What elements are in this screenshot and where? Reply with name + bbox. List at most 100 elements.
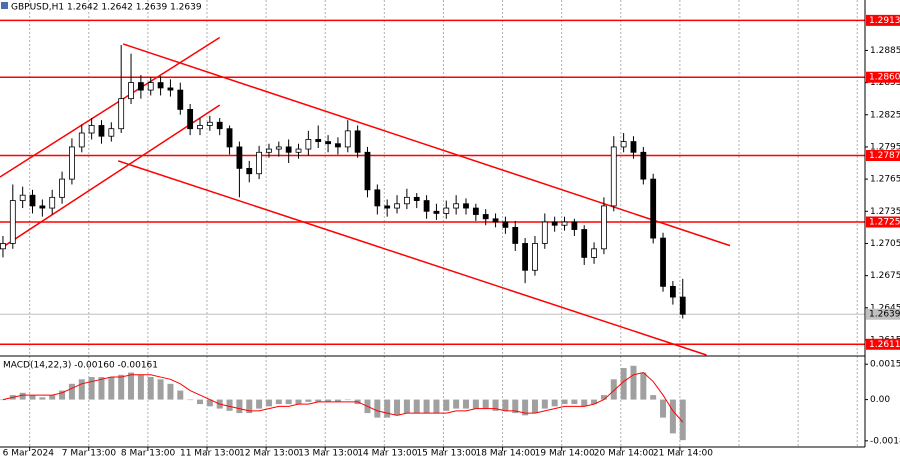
macd-bar: [423, 399, 430, 414]
macd-bar: [660, 399, 667, 418]
candle-body: [403, 196, 410, 205]
macd-bar: [561, 399, 568, 405]
macd-bar: [522, 399, 529, 416]
x-tick-label: 15 Mar 13:00: [416, 449, 476, 459]
macd-bar: [443, 399, 450, 411]
candle-body: [206, 121, 213, 126]
x-tick-label: 12 Mar 13:00: [239, 449, 299, 459]
candle-body: [551, 221, 558, 226]
x-tick-label: 21 Mar 14:00: [653, 449, 713, 459]
candle-body: [49, 196, 56, 209]
candle-body: [88, 125, 95, 134]
macd-bar: [147, 377, 154, 400]
candle-body: [610, 146, 617, 207]
macd-bar: [59, 390, 66, 400]
candle-body: [581, 229, 588, 258]
macd-bar: [669, 399, 676, 434]
macd-bar: [531, 399, 538, 414]
macd-y-tick-label: 0.00: [870, 395, 890, 405]
candle-body: [108, 128, 115, 137]
candle-body: [335, 143, 341, 148]
level-label-box: [866, 150, 900, 162]
candle-body: [157, 82, 164, 89]
level-label-box: [866, 71, 900, 83]
price-pane: [0, 19, 865, 356]
candle-body: [187, 108, 194, 130]
candle-body: [571, 221, 578, 230]
candle-body: [541, 221, 548, 244]
candle-body: [394, 203, 400, 209]
y-tick-label: 1.2885: [870, 46, 900, 56]
macd-bar: [0, 399, 6, 401]
candle-body: [482, 214, 489, 220]
candle-body: [128, 82, 134, 100]
candle-body: [19, 194, 26, 201]
candle-body: [305, 139, 312, 150]
candle-body: [226, 128, 233, 148]
macd-bar: [187, 399, 194, 401]
candle-body: [630, 141, 637, 153]
macd-bar: [236, 399, 243, 414]
macd-bar: [88, 377, 95, 400]
candle-body: [512, 226, 519, 244]
x-tick-label: 13 Mar 13:00: [298, 449, 358, 459]
macd-bar: [482, 399, 489, 409]
chart-title: GBPUSD,H1 1.2642 1.2642 1.2639 1.2639: [11, 3, 202, 13]
macd-bar: [374, 399, 381, 418]
candle-body: [39, 205, 46, 209]
y-tick-label: 1.2645: [870, 303, 900, 313]
candle-body: [354, 130, 361, 153]
candle-body: [0, 243, 6, 250]
candle-body: [177, 89, 184, 110]
macd-bar: [29, 395, 36, 400]
macd-bar: [128, 372, 135, 400]
candle-body: [344, 130, 351, 148]
macd-bar: [679, 399, 686, 441]
level-label: 1.2611: [869, 340, 900, 350]
axis-layer: 6 Mar 2024 7 Mar 13:00 8 Mar 13:00 11 Mar 1…: [3, 14, 900, 459]
macd-bar: [285, 399, 292, 405]
macd-label: MACD(14,22,3) -0.00160 -0.00161: [3, 361, 158, 371]
level-label-box: [866, 338, 900, 350]
macd-bar: [394, 399, 401, 416]
macd-bar: [472, 399, 479, 409]
macd-bar: [118, 374, 125, 400]
level-label-box: [866, 216, 900, 228]
x-tick-label: 6 Mar 2024: [3, 449, 55, 459]
macd-bar: [640, 372, 647, 400]
macd-bar: [137, 374, 144, 400]
level-label: 1.2725: [869, 218, 900, 228]
macd-y-tick-label: -0.00183: [870, 436, 900, 446]
candle-body: [601, 205, 607, 250]
symbol-icon: [1, 2, 8, 9]
candle-body: [453, 203, 460, 209]
x-tick-label: 8 Mar 13:00: [121, 449, 176, 459]
x-tick-label: 18 Mar 14:00: [476, 449, 536, 459]
macd-bar: [315, 399, 322, 402]
candle-body: [640, 151, 647, 180]
y-tick-label: 1.2795: [870, 142, 900, 152]
macd-bar: [581, 399, 588, 407]
candle-body: [502, 221, 509, 228]
macd-bar: [620, 368, 627, 400]
candle-body: [650, 178, 657, 239]
y-tick-label: 1.2735: [870, 207, 900, 217]
macd-bar: [462, 399, 469, 409]
candle-body: [295, 148, 302, 153]
trend-line: [0, 36, 221, 178]
candle-body: [167, 87, 174, 91]
level-label: 1.2860: [869, 73, 900, 83]
macd-bar: [39, 397, 46, 400]
x-tick-label: 11 Mar 13:00: [180, 449, 240, 459]
x-tick-label: 20 Mar 14:00: [594, 449, 654, 459]
macd-bar: [600, 395, 607, 400]
macd-bar: [226, 399, 233, 411]
candle-body: [256, 151, 263, 175]
candle-body: [679, 296, 686, 315]
macd-bar: [502, 399, 509, 411]
candle-body: [315, 139, 322, 142]
candle-body: [443, 207, 450, 214]
x-tick-label: 14 Mar 13:00: [357, 449, 417, 459]
candle-body: [236, 146, 243, 169]
macd-bar: [571, 399, 578, 405]
